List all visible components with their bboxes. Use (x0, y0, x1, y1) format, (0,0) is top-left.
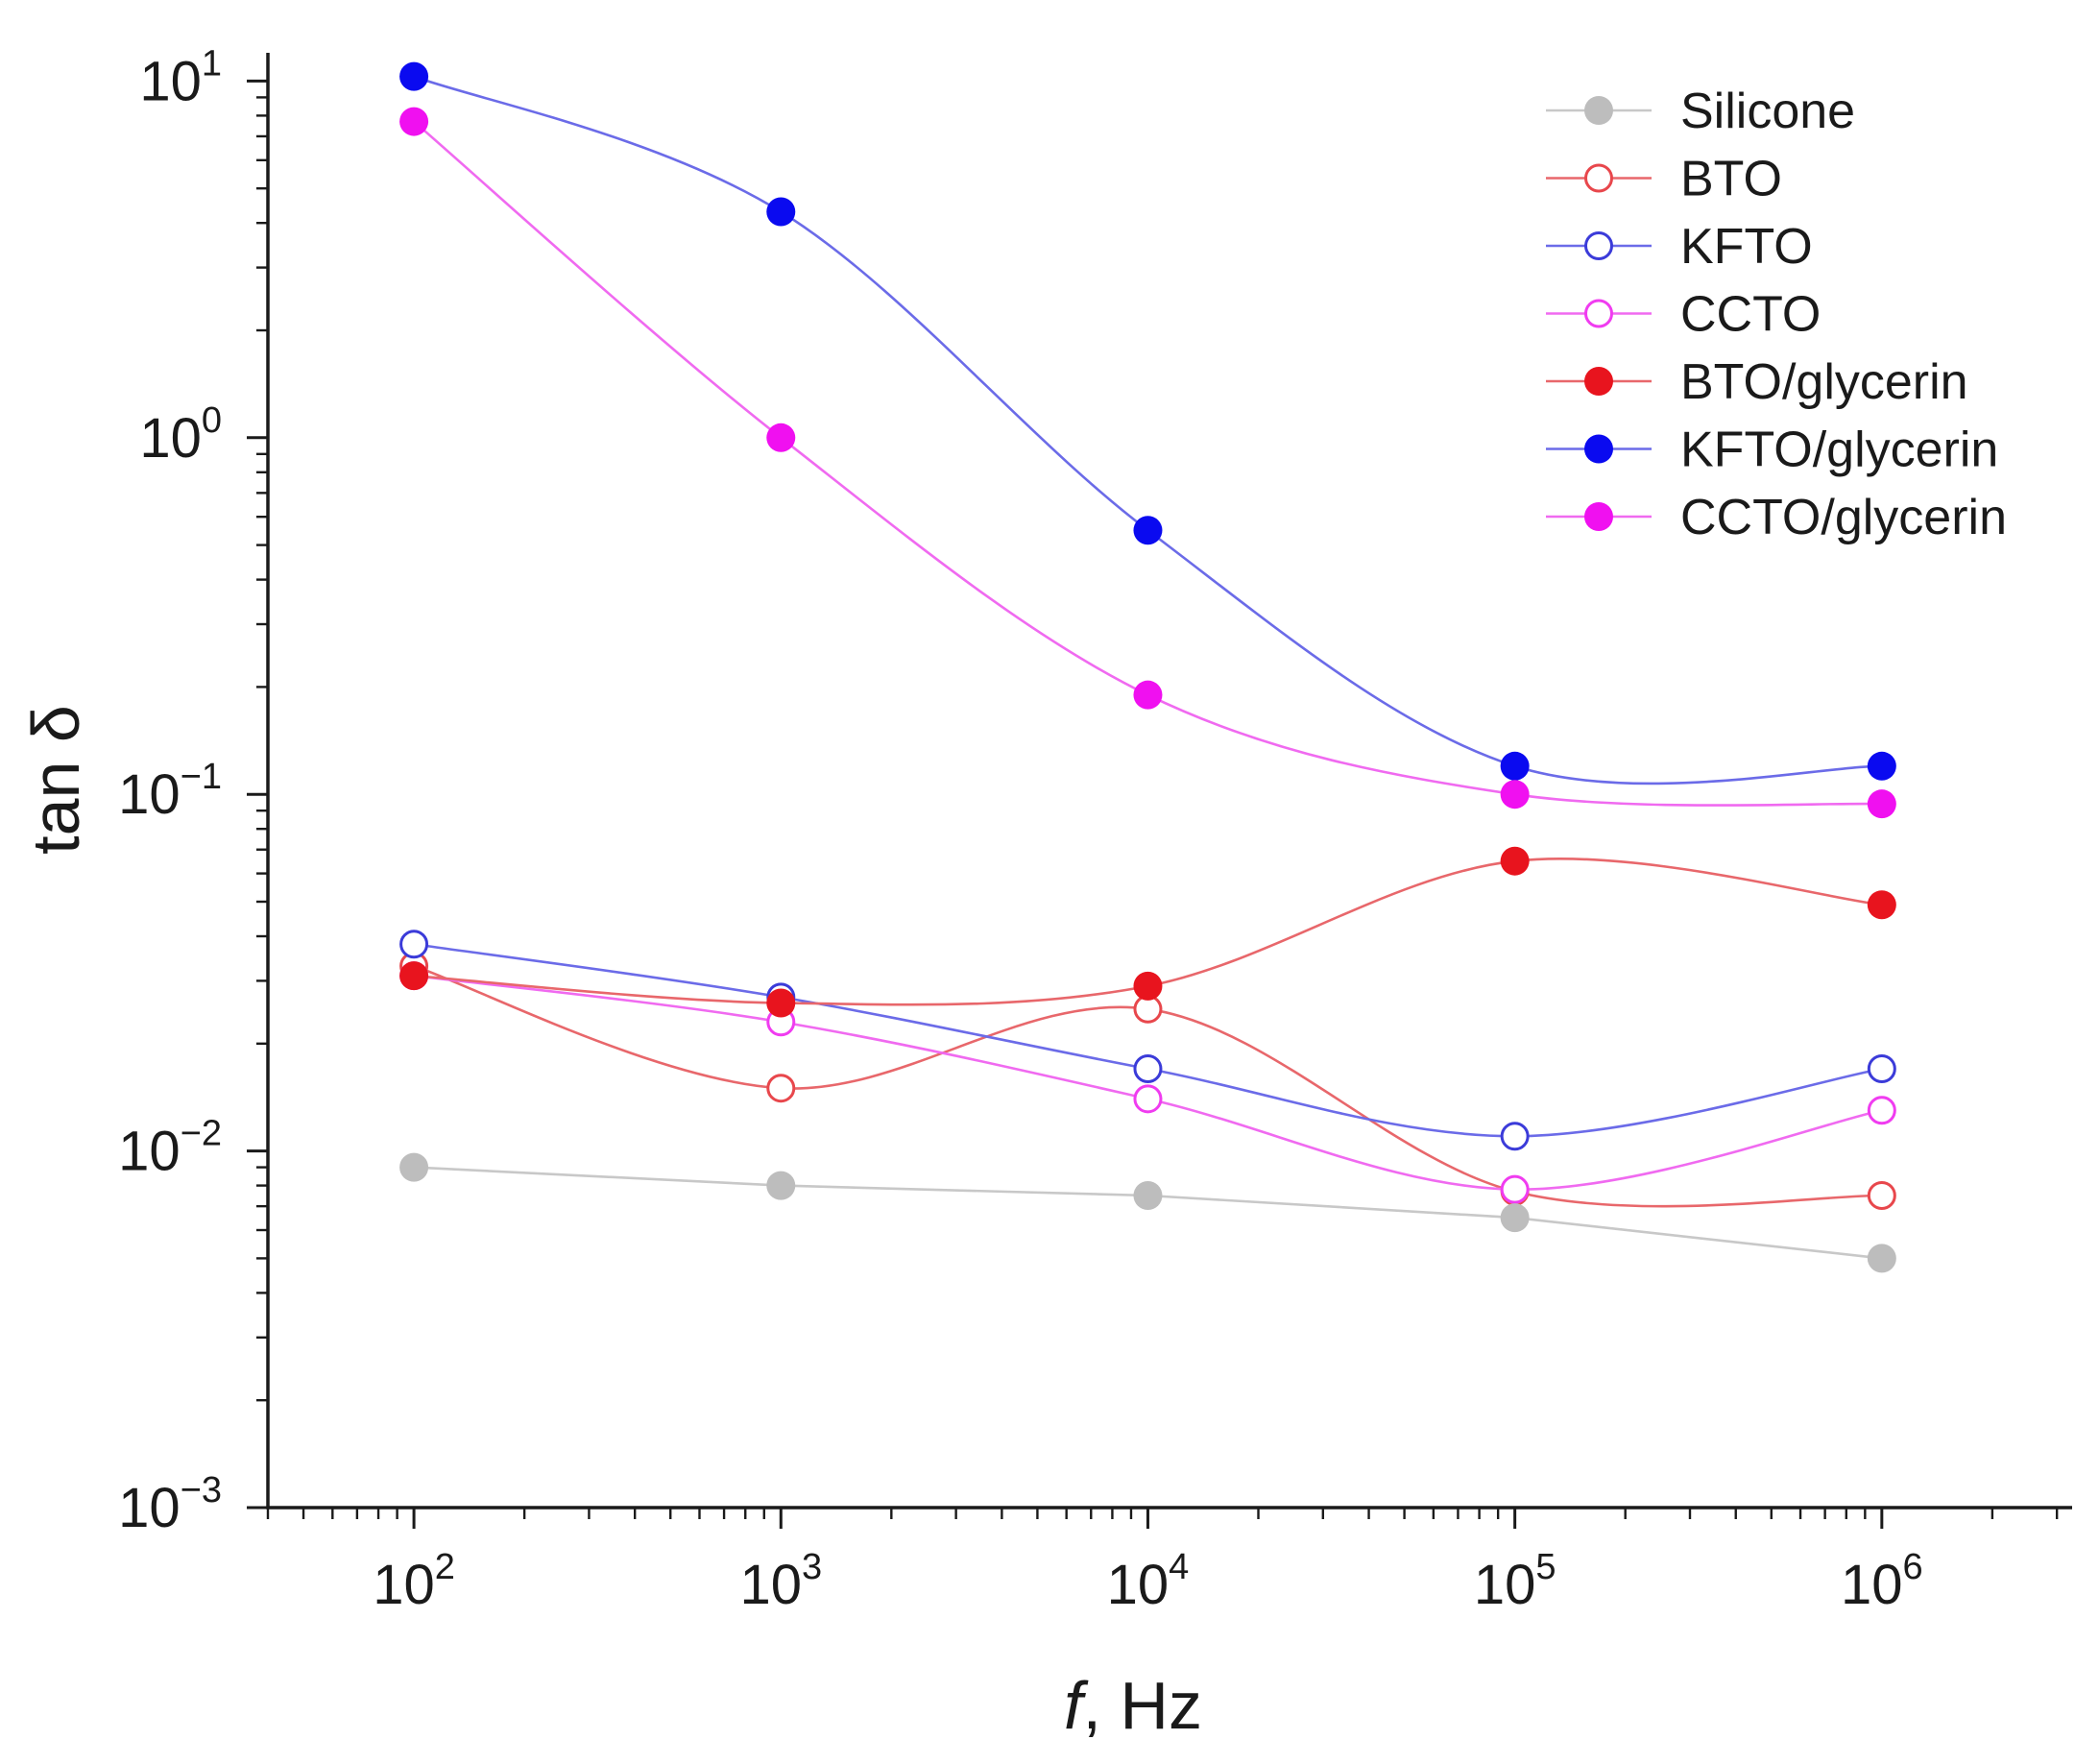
series-line (414, 1166, 1882, 1260)
legend: Silicone BTO KFTO CCTO BTO/glycerin KFTO/glyc… (1546, 84, 2007, 545)
legend-marker (1584, 299, 1613, 328)
x-axis-title: f, Hz (1064, 1668, 1202, 1743)
data-point (1867, 789, 1896, 819)
data-point (399, 961, 429, 991)
data-point (1867, 1054, 1896, 1084)
legend-label: CCTO (1680, 287, 1821, 343)
data-point (1133, 1084, 1163, 1114)
x-tick-label: 103 (739, 1547, 822, 1616)
legend-marker (1584, 231, 1613, 260)
series-line (413, 75, 1882, 785)
y-axis-ticks: 10−3 10−2 10−1 100 101 (118, 43, 268, 1539)
data-point (1867, 1181, 1896, 1211)
data-point (1500, 846, 1530, 876)
data-point (1867, 890, 1896, 920)
data-point (399, 107, 429, 136)
legend-label: BTO (1680, 152, 1782, 207)
data-point (766, 197, 796, 227)
legend-label: KFTO (1680, 219, 1813, 275)
x-axis-title-rest: , Hz (1083, 1668, 1202, 1743)
data-point (1133, 516, 1163, 545)
series-line (413, 120, 1882, 807)
legend-marker (1584, 163, 1613, 193)
x-tick-label: 104 (1107, 1547, 1190, 1616)
data-point (1867, 751, 1896, 781)
legend-marker (1584, 367, 1613, 396)
data-point (766, 423, 796, 452)
y-tick-label: 101 (139, 43, 222, 112)
data-point (766, 1171, 796, 1200)
legend-marker (1584, 434, 1613, 464)
data-point (1500, 1203, 1530, 1233)
data-point (1500, 1122, 1530, 1151)
data-point (1133, 680, 1163, 710)
data-point (1867, 1096, 1896, 1125)
data-point (399, 1152, 429, 1182)
y-tick-label: 100 (139, 400, 222, 470)
data-point (1500, 751, 1530, 781)
y-tick-label: 10−2 (118, 1114, 222, 1183)
data-point (766, 1074, 796, 1103)
y-tick-label: 10−1 (118, 757, 222, 826)
legend-label: BTO/glycerin (1680, 354, 1968, 410)
legend-marker (1584, 96, 1613, 125)
data-point (1133, 1054, 1163, 1084)
data-point (1133, 971, 1163, 1001)
data-points (399, 61, 1896, 1273)
x-tick-label: 105 (1474, 1547, 1556, 1616)
legend-label: CCTO/glycerin (1680, 490, 2007, 545)
data-point (1500, 1174, 1530, 1204)
x-tick-label: 102 (373, 1547, 455, 1616)
y-tick-label: 10−3 (118, 1470, 222, 1539)
legend-label: KFTO/glycerin (1680, 423, 1998, 478)
y-axis-title: tan δ (18, 705, 93, 855)
data-point (766, 988, 796, 1018)
data-point (399, 61, 429, 91)
data-point (1133, 1181, 1163, 1211)
x-tick-label: 106 (1841, 1547, 1923, 1616)
x-axis-ticks: 102 103 104 105 106 (266, 1508, 2059, 1616)
data-point (399, 930, 429, 959)
legend-label: Silicone (1680, 84, 1855, 139)
legend-marker (1584, 502, 1613, 531)
data-point (1867, 1244, 1896, 1273)
data-point (1500, 780, 1530, 810)
